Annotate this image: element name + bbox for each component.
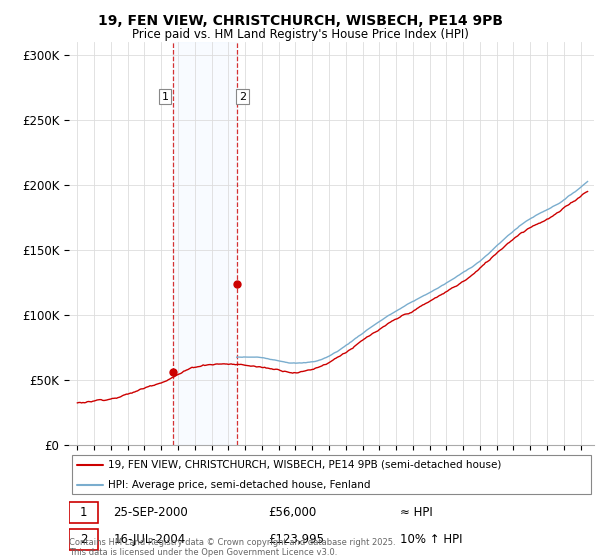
Text: £56,000: £56,000 [269, 506, 317, 519]
FancyBboxPatch shape [71, 455, 592, 494]
Text: 16-JUL-2004: 16-JUL-2004 [113, 533, 186, 546]
Text: ≈ HPI: ≈ HPI [400, 506, 433, 519]
Text: 19, FEN VIEW, CHRISTCHURCH, WISBECH, PE14 9PB (semi-detached house): 19, FEN VIEW, CHRISTCHURCH, WISBECH, PE1… [109, 460, 502, 469]
Bar [173, 42, 238, 445]
FancyBboxPatch shape [69, 502, 98, 522]
Text: £123,995: £123,995 [269, 533, 325, 546]
Text: 1: 1 [161, 92, 169, 101]
Text: 2: 2 [239, 92, 246, 101]
Text: 25-SEP-2000: 25-SEP-2000 [113, 506, 188, 519]
Text: Contains HM Land Registry data © Crown copyright and database right 2025.
This d: Contains HM Land Registry data © Crown c… [69, 538, 395, 557]
Text: 19, FEN VIEW, CHRISTCHURCH, WISBECH, PE14 9PB: 19, FEN VIEW, CHRISTCHURCH, WISBECH, PE1… [97, 14, 503, 28]
Text: HPI: Average price, semi-detached house, Fenland: HPI: Average price, semi-detached house,… [109, 480, 371, 489]
FancyBboxPatch shape [69, 529, 98, 549]
Text: Price paid vs. HM Land Registry's House Price Index (HPI): Price paid vs. HM Land Registry's House … [131, 28, 469, 41]
Text: 10% ↑ HPI: 10% ↑ HPI [400, 533, 462, 546]
Text: 2: 2 [80, 533, 87, 546]
Text: 1: 1 [80, 506, 87, 519]
